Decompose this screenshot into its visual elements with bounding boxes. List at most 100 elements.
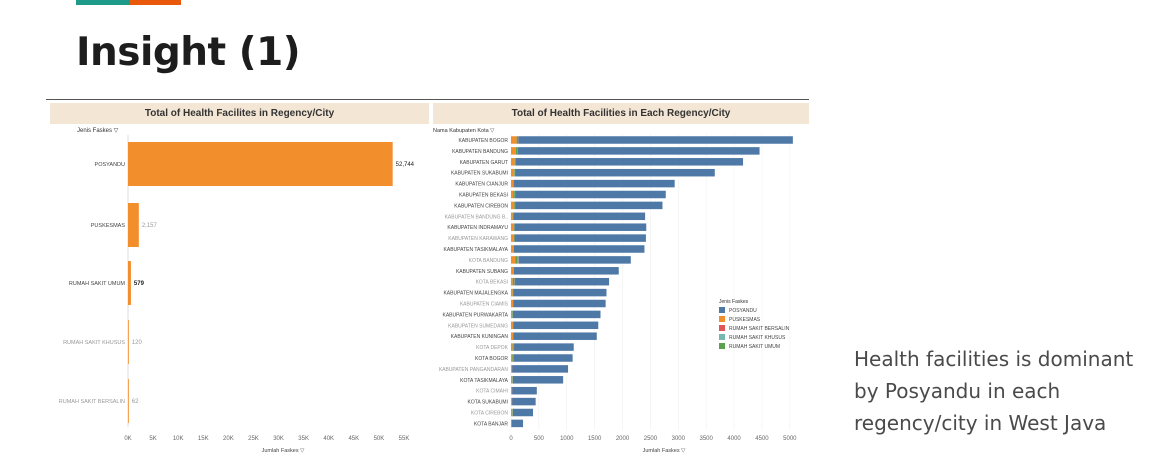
caption-line-1: Health facilities is dominant — [854, 347, 1134, 371]
left-value-label: 120 — [132, 340, 143, 346]
right-bar-segment — [517, 256, 519, 264]
legend-swatch — [719, 307, 725, 313]
right-x-tick-label: 4000 — [727, 436, 741, 442]
accent-bar-orange — [130, 0, 181, 5]
left-value-label: 52,744 — [396, 162, 415, 168]
right-bar-segment — [514, 234, 646, 242]
right-bar-segment — [514, 168, 515, 177]
left-x-tick-label: 0K — [124, 436, 131, 442]
left-bar — [128, 203, 139, 247]
right-bar-segment — [511, 365, 512, 373]
legend-swatch — [719, 343, 725, 349]
right-bar-segment — [512, 408, 534, 417]
right-category-label: KABUPATEN TASIKMALAYA — [444, 247, 509, 253]
right-bar-segment — [511, 277, 513, 286]
right-bar-segment — [513, 288, 607, 297]
left-value-label: 2,157 — [142, 223, 158, 229]
right-bar-segment — [511, 354, 513, 362]
left-x-tick-label: 15K — [198, 436, 209, 442]
left-category-label: RUMAH SAKIT BERSALIN — [59, 399, 125, 405]
right-bar-segment — [513, 332, 597, 340]
right-bar-segment — [515, 201, 663, 210]
right-category-label: KABUPATEN SUKABUMI — [451, 171, 508, 177]
right-x-tick-label: 3500 — [700, 436, 714, 442]
right-bar-segment — [515, 190, 666, 199]
right-bar-segment — [512, 365, 569, 373]
legend-label: RUMAH SAKIT KHUSUS — [729, 335, 786, 341]
right-category-label: KABUPATEN BOGOR — [458, 138, 508, 144]
right-bar-segment — [514, 158, 516, 166]
legend-swatch — [719, 334, 725, 340]
right-bar-segment — [511, 310, 513, 319]
right-x-tick-label: 5000 — [783, 436, 797, 442]
left-x-tick-label: 20K — [223, 436, 234, 442]
right-bar-segment — [511, 343, 513, 351]
right-category-label: KABUPATEN BEKASI — [459, 193, 508, 199]
right-bar-segment — [514, 201, 516, 210]
right-x-tick-label: 1500 — [588, 436, 602, 442]
right-bar-segment — [514, 343, 574, 351]
right-bar-segment — [513, 245, 645, 253]
right-category-label: KABUPATEN SUMEDANG — [448, 323, 508, 329]
caption-line-2: by Posyandu in each — [854, 379, 1061, 403]
right-bar-segment — [511, 147, 516, 155]
right-category-label: KABUPATEN INDRAMAYU — [447, 225, 508, 231]
right-bar-segment — [511, 223, 514, 231]
right-bar-segment — [511, 386, 512, 395]
right-category-label: KOTA BEKASI — [476, 280, 508, 286]
right-bar-segment — [515, 158, 744, 166]
legend-label: PUSKESMAS — [729, 317, 761, 323]
right-category-label: KABUPATEN GARUT — [460, 160, 508, 166]
left-x-tick-label: 5K — [149, 436, 156, 442]
legend-label: RUMAH SAKIT UMUM — [729, 344, 780, 350]
right-x-tick-label: 2500 — [644, 436, 658, 442]
right-x-tick-label: 0 — [509, 436, 513, 442]
right-category-label: KABUPATEN PURWAKARTA — [443, 312, 509, 318]
left-filter-label: Jenis Faskes ▽ — [77, 128, 119, 134]
left-x-tick-label: 10K — [173, 436, 184, 442]
right-bar-segment — [512, 397, 536, 406]
right-bar-segment — [511, 419, 524, 428]
left-x-tick-label: 40K — [323, 436, 334, 442]
right-bar-segment — [511, 397, 512, 406]
right-bar-segment — [515, 147, 518, 155]
insight-caption: Health facilities is dominant by Posyand… — [854, 343, 1154, 439]
right-bar-segment — [513, 299, 606, 308]
left-bar — [128, 379, 129, 423]
right-category-label: KABUPATEN MAJALENGKA — [443, 291, 508, 297]
left-x-tick-label: 55K — [399, 436, 410, 442]
right-bar-segment — [511, 408, 513, 417]
left-value-label: 62 — [132, 399, 139, 405]
right-bar-segment — [512, 354, 514, 362]
right-bar-segment — [513, 267, 619, 275]
right-bar-segment — [512, 212, 514, 221]
right-category-label: KABUPATEN SUBANG — [456, 269, 508, 275]
right-category-label: KABUPATEN KUNINGAN — [451, 334, 509, 340]
right-category-label: KOTA CIMAHI — [476, 389, 508, 395]
right-category-label: KOTA BANDUNG — [469, 258, 508, 264]
right-bar-segment — [514, 179, 675, 188]
right-bar-segment — [513, 223, 515, 231]
left-category-label: RUMAH SAKIT UMUM — [69, 281, 126, 287]
right-category-label: KOTA SUKABUMI — [468, 400, 508, 406]
right-category-label: KOTA CIREBON — [471, 411, 509, 417]
right-x-tick-label: 1000 — [560, 436, 574, 442]
right-category-label: KOTA TASIKMALAYA — [460, 378, 509, 384]
left-bar — [128, 320, 129, 364]
right-bar-segment — [512, 376, 513, 384]
right-bar-segment — [511, 179, 514, 188]
right-bar-segment — [512, 386, 537, 395]
legend-swatch — [719, 325, 725, 331]
accent-bar-teal — [76, 0, 130, 5]
right-bar-segment — [515, 256, 518, 264]
right-bar-segment — [511, 419, 512, 428]
left-x-tick-label: 45K — [348, 436, 359, 442]
right-bar-segment — [511, 136, 517, 144]
right-bar-segment — [513, 354, 573, 362]
left-x-tick-label: 25K — [248, 436, 259, 442]
legend-label: RUMAH SAKIT BERSALIN — [729, 326, 790, 332]
right-panel-title: Total of Health Facilities in Each Regen… — [433, 103, 809, 124]
right-bar-segment — [512, 277, 515, 286]
right-bar-segment — [513, 234, 515, 242]
left-category-label: RUMAH SAKIT KHUSUS — [63, 340, 125, 346]
